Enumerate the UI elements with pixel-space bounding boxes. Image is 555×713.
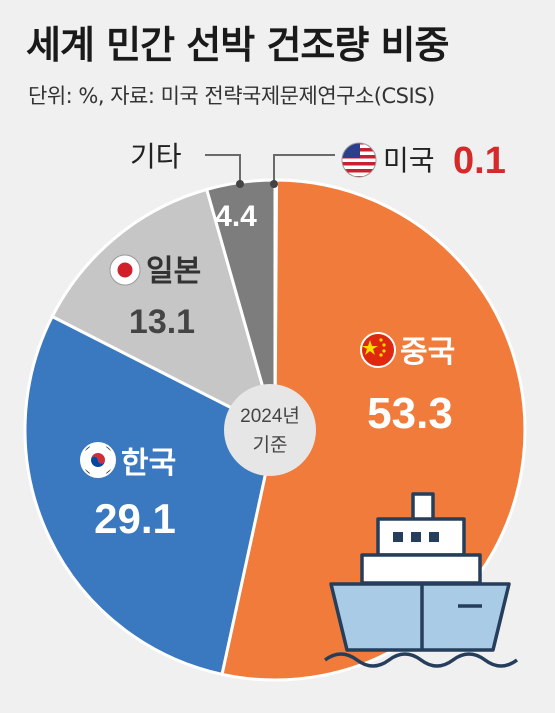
- center-label-year: 2024년: [240, 405, 300, 427]
- leader-dot-etc: [236, 180, 244, 188]
- value-korea: 29.1: [94, 495, 176, 542]
- ship-icon: [323, 492, 519, 668]
- label-korea: 한국: [121, 447, 176, 480]
- pie-slice-2: [23, 314, 277, 677]
- label-china: 중국: [400, 336, 455, 369]
- label-etc: 기타: [130, 141, 182, 172]
- value-china: 53.3: [367, 389, 453, 438]
- value-japan: 13.1: [129, 303, 195, 341]
- page-title: 세계 민간 선박 건조량 비중: [26, 23, 449, 67]
- leader-dot-us: [270, 180, 278, 188]
- japan-flag-sun: [117, 262, 133, 278]
- value-etc: 4.4: [215, 200, 257, 233]
- center-label-basis: 기준: [253, 434, 288, 456]
- label-us: 미국: [383, 145, 435, 176]
- value-us: 0.1: [453, 140, 506, 182]
- leader-line-etc: [205, 154, 241, 184]
- label-japan: 일본: [146, 255, 201, 288]
- korea-flag-border: [80, 442, 116, 478]
- pie-slice-3: [50, 187, 278, 433]
- page-subtitle: 단위: %, 자료: 미국 전략국제문제연구소(CSIS): [28, 84, 435, 108]
- center-badge: [224, 384, 316, 476]
- china-flag-border: [360, 332, 396, 368]
- us-flag-border: [341, 142, 377, 178]
- leader-line-us: [273, 154, 335, 184]
- us-flag-icon: [342, 143, 376, 177]
